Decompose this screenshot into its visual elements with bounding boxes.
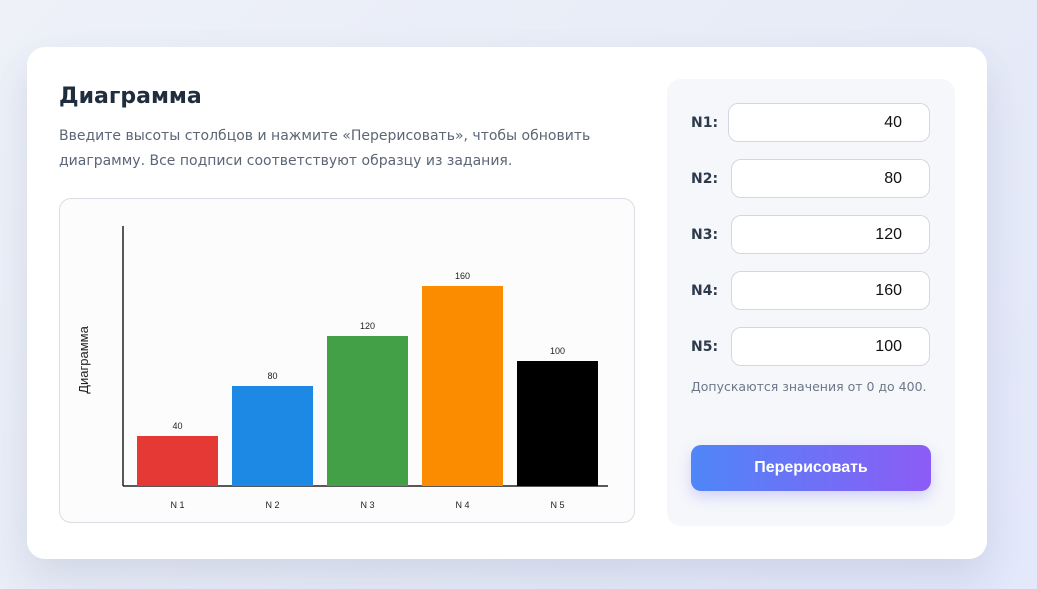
x-tick-label-3: N 3 [360, 500, 374, 510]
field-label-n2: N2: [691, 171, 719, 187]
x-tick-label-1: N 1 [170, 500, 184, 510]
n4-input[interactable] [731, 271, 930, 310]
bar-chart: Диаграмма 40 N 1 80 N 2 120 N 3 160 N 4 100 N 5 [76, 226, 608, 510]
bar-value-label-3: 120 [360, 321, 375, 331]
n1-input[interactable] [728, 103, 930, 142]
bar-value-label-4: 160 [455, 271, 470, 281]
redraw-button[interactable]: Перерисовать [691, 445, 931, 491]
n3-input[interactable] [731, 215, 930, 254]
x-tick-label-4: N 4 [455, 500, 469, 510]
field-label-n1: N1: [691, 115, 719, 131]
n5-input[interactable] [731, 327, 930, 366]
n2-input[interactable] [731, 159, 930, 198]
bar-2 [232, 386, 313, 486]
main-card: Диаграмма Введите высоты столбцов и нажм… [27, 47, 987, 559]
input-panel: N1: N2: N3: N4: N5: Допускаются значения… [667, 79, 955, 526]
page-title: Диаграмма [59, 84, 202, 109]
bar-value-label-1: 40 [172, 421, 182, 431]
x-tick-label-2: N 2 [265, 500, 279, 510]
bar-3 [327, 336, 408, 486]
bar-4 [422, 286, 503, 486]
page-description: Введите высоты столбцов и нажмите «Перер… [59, 128, 591, 169]
y-axis-label: Диаграмма [76, 325, 91, 393]
bar-1 [137, 436, 218, 486]
bar-value-label-5: 100 [550, 346, 565, 356]
x-tick-label-5: N 5 [550, 500, 564, 510]
chart-container: Диаграмма 40 N 1 80 N 2 120 N 3 160 N 4 100 N 5 [59, 198, 635, 523]
field-label-n5: N5: [691, 339, 719, 355]
field-label-n4: N4: [691, 283, 719, 299]
bar-value-label-2: 80 [267, 371, 277, 381]
range-hint: Допускаются значения от 0 до 400. [691, 379, 927, 394]
bar-5 [517, 361, 598, 486]
field-label-n3: N3: [691, 227, 719, 243]
